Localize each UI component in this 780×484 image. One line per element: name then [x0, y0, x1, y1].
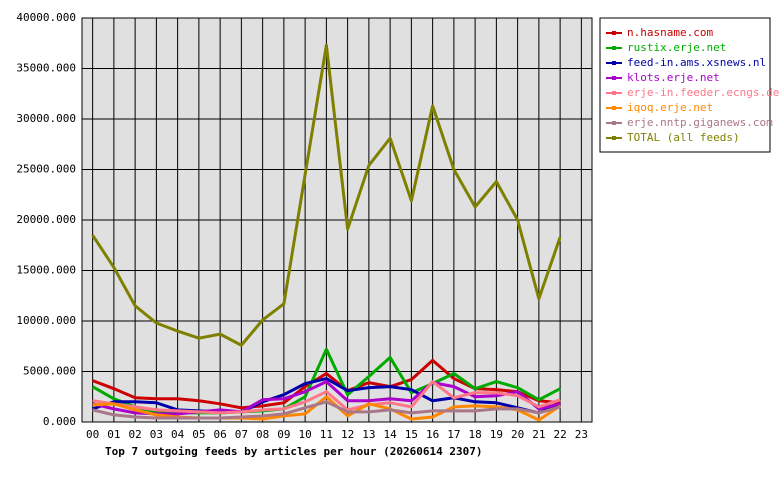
x-tick-label: 21 — [532, 428, 545, 441]
legend-marker — [612, 31, 616, 35]
x-tick-label: 20 — [511, 428, 524, 441]
legend-box — [599, 17, 771, 153]
series-line — [91, 43, 562, 347]
x-tick-label: 06 — [214, 428, 227, 441]
legend-marker — [612, 136, 616, 140]
y-tick-label: 0.000 — [43, 415, 76, 428]
x-tick-label: 01 — [107, 428, 120, 441]
x-tick-label: 02 — [129, 428, 142, 441]
x-tick-label: 19 — [490, 428, 503, 441]
x-tick-label: 13 — [362, 428, 375, 441]
x-tick-label: 18 — [469, 428, 482, 441]
y-tick-label: 5000.000 — [23, 365, 76, 378]
legend-label: erje.nntp.giganews.com — [627, 116, 773, 129]
legend-marker — [612, 76, 616, 80]
legend-label: klots.erje.net — [627, 71, 720, 84]
series-line — [92, 380, 561, 415]
legend-label: erje-in.feeder.ecngs.de — [627, 86, 779, 99]
legend-marker — [612, 61, 616, 65]
x-tick-label: 14 — [384, 428, 398, 441]
x-tick-label: 22 — [554, 428, 567, 441]
x-tick-label: 00 — [86, 428, 99, 441]
x-tick-label: 05 — [192, 428, 205, 441]
x-tick-label: 23 — [575, 428, 588, 441]
x-tick-label: 04 — [171, 428, 185, 441]
y-tick-label: 20000.000 — [16, 213, 76, 226]
x-tick-label: 03 — [150, 428, 163, 441]
x-tick-label: 11 — [320, 428, 333, 441]
x-tick-label: 07 — [235, 428, 248, 441]
y-tick-label: 40000.000 — [16, 11, 76, 24]
y-tick-label: 35000.000 — [16, 62, 76, 75]
x-tick-label: 08 — [256, 428, 269, 441]
y-tick-label: 25000.000 — [16, 163, 76, 176]
legend-marker — [612, 46, 616, 50]
series-line — [92, 395, 561, 422]
x-tick-label: 17 — [447, 428, 460, 441]
legend-label: rustix.erje.net — [627, 41, 726, 54]
x-tick-label: 09 — [277, 428, 290, 441]
legend-label: n.hasname.com — [627, 26, 713, 39]
legend-label: feed-in.ams.xsnews.nl — [627, 56, 766, 69]
series-line — [92, 380, 561, 416]
legend-label: TOTAL (all feeds) — [627, 131, 740, 144]
series-line — [92, 377, 561, 415]
legend-marker — [612, 121, 616, 125]
y-tick-label: 30000.000 — [16, 112, 76, 125]
y-tick-label: 10000.000 — [16, 314, 76, 327]
x-tick-label: 10 — [299, 428, 312, 441]
legend-marker — [612, 106, 616, 110]
chart-title: Top 7 outgoing feeds by articles per hou… — [105, 445, 483, 458]
series-line — [92, 400, 561, 420]
x-tick-label: 15 — [405, 428, 418, 441]
series-line — [92, 358, 561, 410]
x-tick-label: 16 — [426, 428, 439, 441]
legend-label: iqoq.erje.net — [627, 101, 713, 114]
x-tick-label: 12 — [341, 428, 354, 441]
legend-marker — [612, 91, 616, 95]
y-tick-label: 15000.000 — [16, 264, 76, 277]
